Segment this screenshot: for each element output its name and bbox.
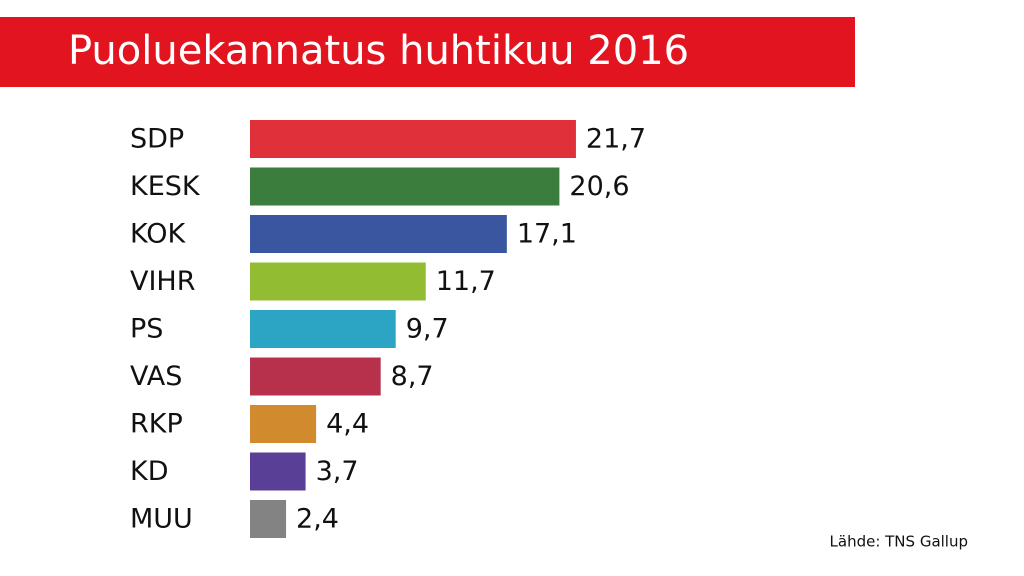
bar [250,310,396,348]
value-label: 9,7 [406,314,449,345]
value-label: 21,7 [586,124,646,155]
value-label: 3,7 [316,456,359,487]
bar [250,452,306,491]
bar [250,357,381,396]
category-label: VAS [130,361,182,392]
bar [250,167,560,206]
bar [250,215,507,253]
category-label: RKP [130,409,183,440]
value-label: 17,1 [517,219,577,250]
category-label: VIHR [130,266,196,297]
bar [250,500,287,538]
category-label: KD [130,456,169,487]
bar [250,120,576,158]
category-label: KESK [130,171,201,202]
title-banner [0,17,855,87]
value-label: 8,7 [391,361,434,392]
category-label: MUU [130,504,193,535]
value-label: 4,4 [326,409,369,440]
bar [250,262,426,301]
value-label: 20,6 [569,171,629,202]
chart-title: Puoluekannatus huhtikuu 2016 [68,28,689,74]
value-label: 2,4 [296,504,339,535]
value-label: 11,7 [436,266,496,297]
source: Lähde: TNS Gallup [830,533,968,551]
bar [250,405,317,443]
category-label: PS [130,314,163,345]
category-label: SDP [130,124,184,155]
category-label: KOK [130,219,186,250]
